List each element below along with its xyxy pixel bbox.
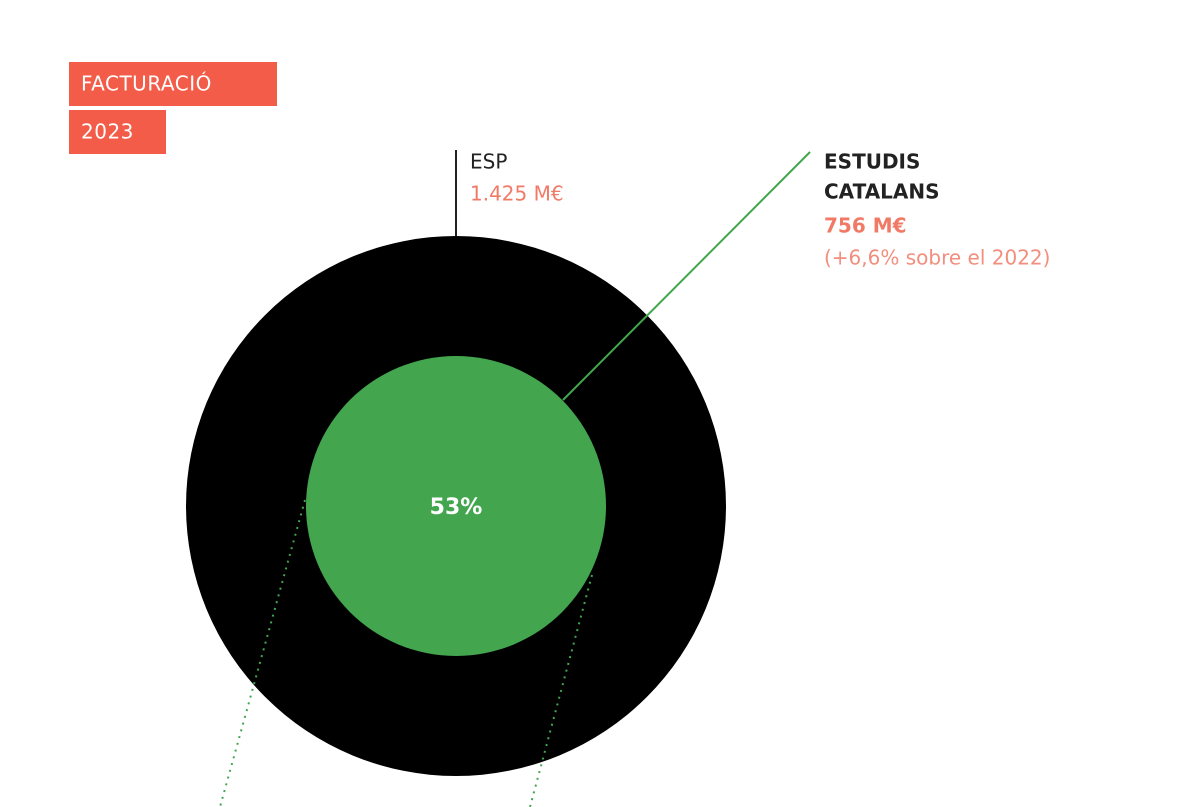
- share-label: 53%: [430, 495, 483, 520]
- dotted-guide: [529, 574, 593, 807]
- year: 2023: [81, 120, 134, 144]
- catalan-label-1: ESTUDIS: [824, 150, 920, 174]
- catalan-leader: [562, 151, 811, 401]
- year-tag: [69, 110, 166, 154]
- esp-label: ESP: [470, 150, 507, 174]
- catalan-note: (+6,6% sobre el 2022): [824, 246, 1050, 270]
- catalan-label-2: CATALANS: [824, 180, 940, 204]
- title: FACTURACIÓ: [81, 72, 212, 96]
- title-tag: [69, 62, 277, 106]
- catalan-value: 756 M€: [824, 214, 907, 238]
- esp-value: 1.425 M€: [470, 182, 564, 206]
- inner-circle: [306, 356, 606, 656]
